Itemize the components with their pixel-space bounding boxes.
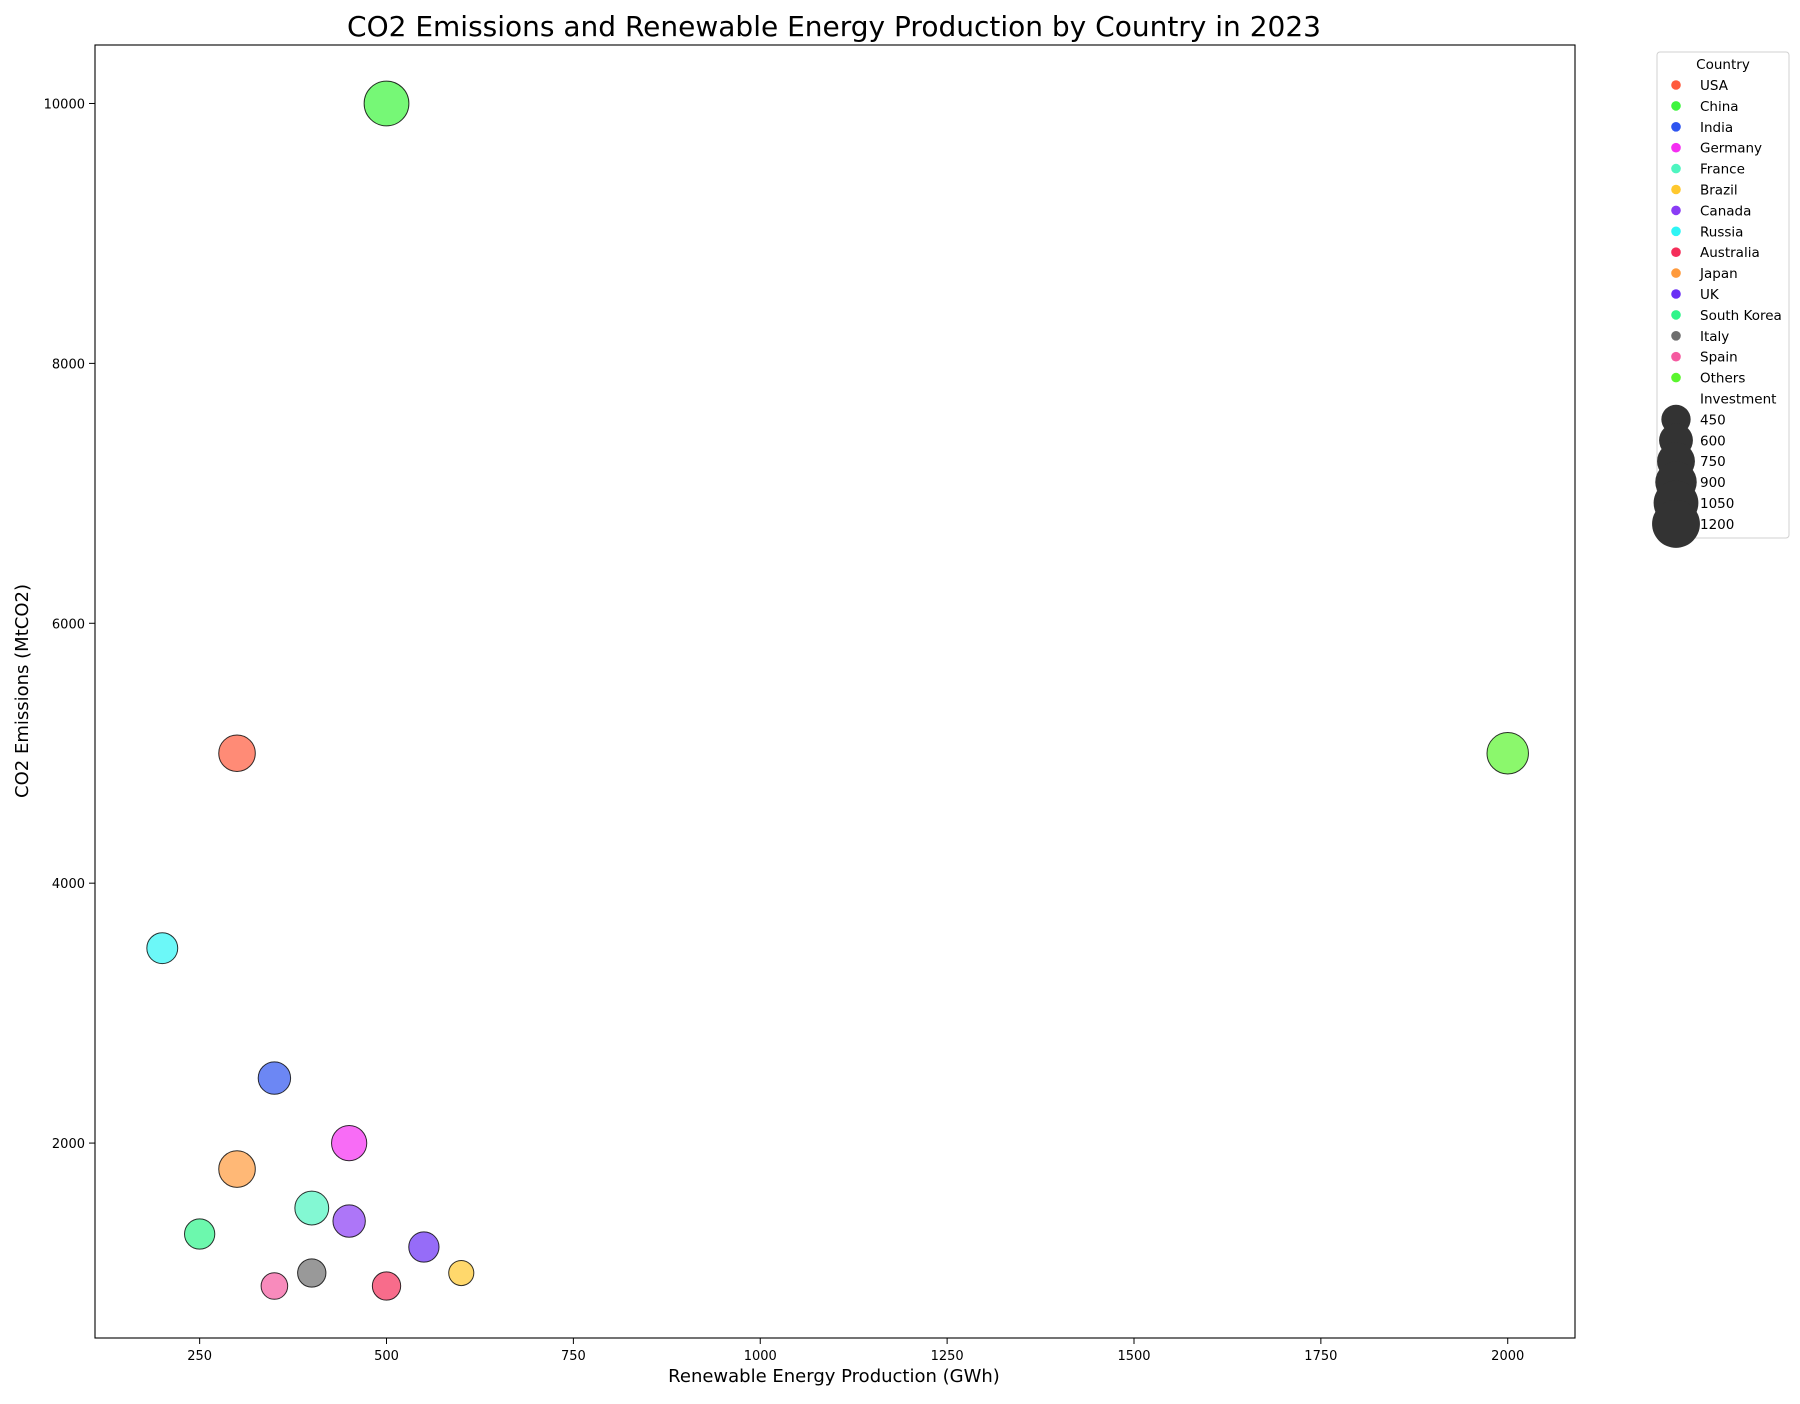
legend-label: China <box>1700 99 1739 115</box>
x-tick-label: 1750 <box>1304 1349 1337 1364</box>
y-tick-label: 8000 <box>52 357 85 372</box>
legend-marker <box>1671 289 1681 299</box>
legend-marker <box>1671 268 1681 278</box>
legend-label: USA <box>1700 78 1729 94</box>
y-tick-label: 6000 <box>52 617 85 632</box>
legend-marker <box>1671 101 1681 111</box>
plot-area <box>94 44 1576 1339</box>
x-tick-label: 1250 <box>931 1349 964 1364</box>
data-point-germany <box>331 1124 368 1162</box>
data-point-japan <box>218 1150 256 1188</box>
data-point-south-korea <box>184 1218 216 1250</box>
x-tick-label: 1000 <box>744 1349 777 1364</box>
legend-size-label: 1050 <box>1700 496 1734 512</box>
legend-label: South Korea <box>1700 308 1782 324</box>
legend-marker <box>1671 163 1681 174</box>
data-point-uk <box>408 1231 440 1263</box>
legend-marker <box>1671 226 1681 237</box>
legend-size-label: 450 <box>1700 412 1726 428</box>
legend-marker <box>1671 310 1681 320</box>
legend-marker <box>1671 184 1681 195</box>
chart-title: CO2 Emissions and Renewable Energy Produ… <box>347 10 1321 43</box>
legend-marker <box>1671 205 1681 216</box>
data-point-russia <box>146 932 179 965</box>
x-tick-label: 250 <box>187 1349 212 1364</box>
legend-marker <box>1671 122 1681 132</box>
legend-marker <box>1671 142 1681 153</box>
y-tick-label: 4000 <box>52 877 85 892</box>
x-tick-label: 2000 <box>1491 1349 1524 1364</box>
legend-items: USA China India Germany France Brazil Canada Ru… <box>1652 78 1782 548</box>
data-point-canada <box>332 1204 366 1238</box>
legend: Country USA China India Germany France Brazil… <box>1652 51 1790 548</box>
legend-label: Russia <box>1700 224 1743 240</box>
legend-label: Brazil <box>1700 183 1738 199</box>
data-point-spain <box>260 1272 289 1300</box>
data-point-australia <box>371 1271 402 1301</box>
data-point-others <box>1486 731 1529 775</box>
legend-size-label: 900 <box>1700 475 1726 491</box>
legend-size-marker <box>1652 499 1700 548</box>
data-point-france <box>294 1190 330 1226</box>
x-axis: 250 500 750 1000 1250 1500 1750 2000 <box>187 1338 1524 1364</box>
legend-label: UK <box>1700 287 1720 303</box>
legend-label: Others <box>1700 371 1745 387</box>
legend-marker <box>1671 351 1681 362</box>
x-axis-label: Renewable Energy Production (GWh) <box>668 1366 1000 1387</box>
data-point-usa <box>218 734 256 773</box>
legend-label: Canada <box>1700 203 1751 219</box>
data-point-brazil <box>448 1259 475 1287</box>
legend-label: India <box>1700 120 1733 136</box>
y-axis-label: CO2 Emissions (MtCO2) <box>12 584 33 798</box>
data-point-italy <box>297 1258 327 1288</box>
y-tick-label: 10000 <box>44 97 85 112</box>
legend-marker <box>1671 331 1681 341</box>
legend-title: Country <box>1696 57 1750 73</box>
data-points <box>146 80 1529 1301</box>
x-tick-label: 1500 <box>1117 1349 1150 1364</box>
legend-marker <box>1671 80 1681 90</box>
x-tick-label: 750 <box>561 1349 586 1364</box>
legend-marker <box>1671 247 1681 257</box>
legend-label: Italy <box>1700 329 1729 345</box>
legend-size-label: 600 <box>1700 433 1726 449</box>
data-point-china <box>363 80 410 127</box>
legend-label: Australia <box>1700 245 1760 261</box>
legend-marker <box>1671 372 1681 383</box>
x-tick-label: 500 <box>374 1349 399 1364</box>
legend-size-title: Investment <box>1700 392 1776 408</box>
legend-label: Spain <box>1700 350 1738 366</box>
legend-label: France <box>1700 162 1745 178</box>
legend-size-label: 750 <box>1700 454 1726 470</box>
y-axis: 2000 4000 6000 8000 10000 <box>44 97 95 1152</box>
legend-label: Germany <box>1700 141 1762 157</box>
legend-label: Japan <box>1699 266 1738 282</box>
data-point-india <box>257 1061 292 1095</box>
y-tick-label: 2000 <box>52 1137 85 1152</box>
legend-size-label: 1200 <box>1700 517 1734 533</box>
